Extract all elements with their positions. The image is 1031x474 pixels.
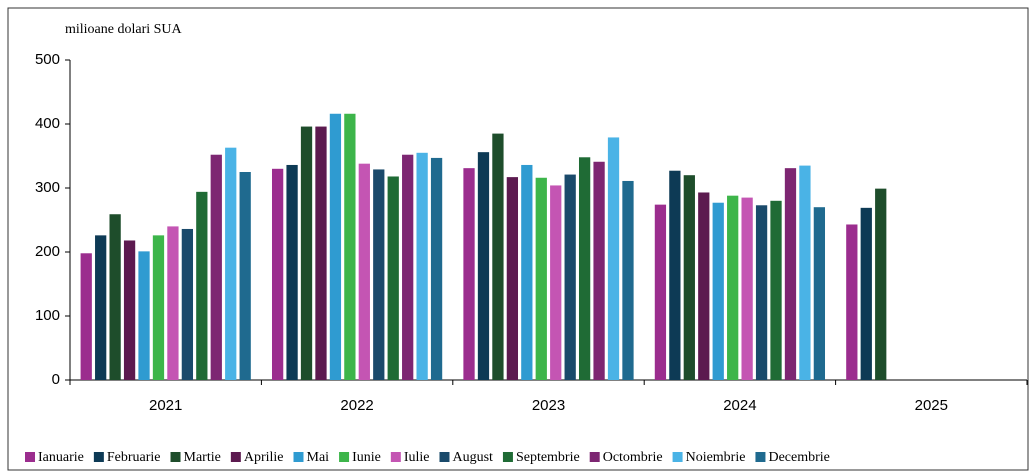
- bar: [416, 152, 428, 380]
- bar: [95, 235, 107, 380]
- chart-border: [7, 7, 1029, 471]
- bar: [138, 251, 150, 380]
- y-tick-label: 500: [35, 51, 60, 68]
- legend-swatch: [755, 452, 766, 462]
- bar: [286, 164, 298, 380]
- bar: [593, 161, 605, 380]
- y-tick-label: 400: [35, 115, 60, 132]
- y-tick-label: 0: [52, 371, 60, 388]
- legend-label: August: [452, 450, 493, 465]
- bar: [210, 154, 222, 380]
- bar: [239, 172, 251, 380]
- bar: [669, 170, 681, 380]
- bar: [506, 177, 519, 380]
- legend-swatch: [293, 452, 304, 462]
- bar: [152, 235, 165, 380]
- legend-swatch: [230, 452, 241, 462]
- legend-label: Februarie: [107, 450, 161, 465]
- bar: [535, 177, 547, 380]
- legend-swatch: [502, 452, 513, 462]
- bar: [607, 137, 620, 380]
- legend-label: Aprilie: [244, 450, 284, 465]
- legend-label: Octombrie: [603, 450, 663, 465]
- legend-label: Ianuarie: [38, 450, 84, 465]
- bar: [300, 126, 313, 380]
- legend-label: Septembrie: [516, 450, 580, 465]
- bar: [373, 169, 385, 380]
- bar: [755, 205, 768, 380]
- bar: [387, 176, 399, 380]
- bar: [344, 113, 356, 380]
- y-tick-label: 200: [35, 243, 60, 260]
- legend-label: Noiembrie: [686, 450, 746, 465]
- y-axis-label: milioane dolari SUA: [65, 22, 183, 37]
- bar: [196, 191, 208, 380]
- legend-label: Iulie: [404, 450, 430, 465]
- bar: [402, 154, 414, 380]
- bar: [430, 157, 443, 380]
- bar: [846, 224, 858, 380]
- bar: [521, 164, 533, 380]
- legend-label: Decembrie: [768, 450, 829, 465]
- legend-swatch: [170, 452, 181, 462]
- bar: [315, 126, 327, 380]
- bar: [712, 202, 724, 380]
- x-tick-label: 2024: [723, 397, 756, 414]
- legend-label: Iunie: [352, 450, 381, 465]
- bar: [477, 152, 490, 380]
- legend-swatch: [439, 452, 450, 462]
- bar: [181, 228, 194, 380]
- bar: [550, 185, 562, 380]
- bar: [123, 240, 136, 380]
- legend-swatch: [339, 452, 350, 462]
- legend-label: Mai: [307, 450, 330, 465]
- bar: [698, 192, 710, 380]
- bar: [463, 168, 475, 380]
- bar: [799, 165, 811, 380]
- legend-swatch: [390, 452, 401, 462]
- bar: [564, 174, 576, 380]
- bar: [860, 207, 872, 380]
- bar: [80, 253, 92, 380]
- bar: [683, 175, 695, 380]
- x-tick-label: 2023: [532, 397, 565, 414]
- bar: [167, 226, 179, 380]
- bar: [813, 207, 826, 380]
- legend-swatch: [25, 452, 35, 462]
- bar: [622, 180, 634, 380]
- bar: [875, 188, 887, 380]
- bar: [271, 168, 284, 380]
- x-tick-label: 2022: [340, 397, 373, 414]
- bar: [741, 197, 753, 380]
- bar: [492, 133, 504, 380]
- legend-swatch: [672, 452, 683, 462]
- x-tick-label: 2021: [149, 397, 182, 414]
- y-tick-label: 100: [35, 307, 60, 324]
- bar: [358, 163, 370, 380]
- bar: [578, 157, 591, 380]
- bar: [109, 214, 121, 380]
- bar: [225, 147, 237, 380]
- bar: [784, 168, 797, 380]
- bar: [329, 113, 342, 380]
- bar: [727, 195, 739, 380]
- legend-label: Martie: [184, 450, 221, 465]
- legend-swatch: [93, 452, 104, 462]
- bar: [770, 200, 782, 380]
- bar: [654, 204, 667, 380]
- y-tick-label: 300: [35, 179, 60, 196]
- x-tick-label: 2025: [915, 397, 948, 414]
- legend-swatch: [589, 452, 600, 462]
